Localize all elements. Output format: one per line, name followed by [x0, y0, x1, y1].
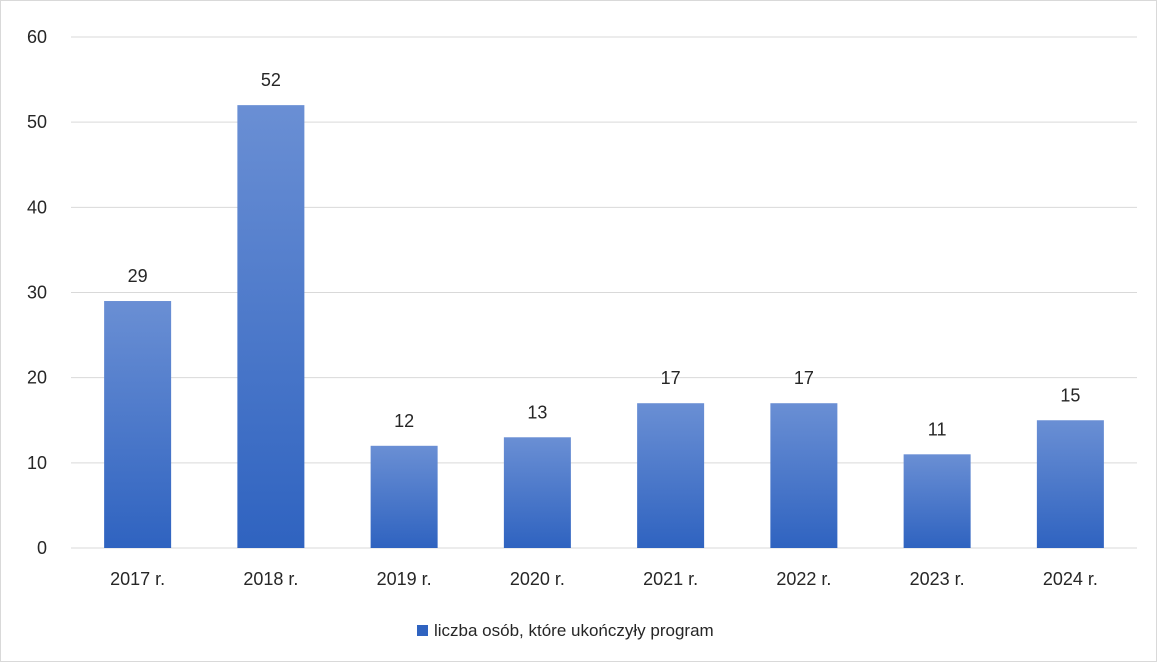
data-labels: 29 52 12 13 17 17 11 15 [128, 70, 1081, 439]
bar [770, 403, 838, 548]
x-tick-label: 2023 r. [910, 569, 965, 589]
y-tick-label: 60 [27, 27, 47, 47]
data-label: 17 [794, 368, 814, 388]
y-axis-ticks: 0 10 20 30 40 50 60 [27, 27, 47, 558]
bar [637, 403, 705, 548]
x-tick-label: 2021 r. [643, 569, 698, 589]
x-tick-label: 2018 r. [243, 569, 298, 589]
legend-swatch [417, 625, 428, 636]
legend-label: liczba osób, które ukończyły program [434, 621, 714, 640]
bar [104, 301, 172, 548]
data-label: 52 [261, 70, 281, 90]
bar [237, 105, 305, 548]
x-tick-label: 2022 r. [776, 569, 831, 589]
x-axis-ticks: 2017 r. 2018 r. 2019 r. 2020 r. 2021 r. 2022 … [110, 569, 1098, 589]
y-tick-label: 40 [27, 197, 47, 217]
data-label: 15 [1060, 385, 1080, 405]
data-label: 11 [928, 419, 947, 439]
data-label: 17 [661, 368, 681, 388]
gridlines [71, 36, 1137, 549]
x-tick-label: 2020 r. [510, 569, 565, 589]
x-tick-label: 2024 r. [1043, 569, 1098, 589]
bar [903, 454, 971, 548]
data-label: 29 [128, 266, 148, 286]
legend: liczba osób, które ukończyły program [417, 621, 714, 640]
bar [370, 445, 438, 548]
bar [503, 437, 571, 548]
bars [104, 105, 1104, 548]
bar [1036, 420, 1104, 548]
y-tick-label: 50 [27, 112, 47, 132]
x-tick-label: 2019 r. [377, 569, 432, 589]
data-label: 12 [394, 411, 414, 431]
y-tick-label: 30 [27, 283, 47, 303]
x-tick-label: 2017 r. [110, 569, 165, 589]
y-tick-label: 20 [27, 368, 47, 388]
data-label: 13 [527, 402, 547, 422]
y-tick-label: 0 [37, 538, 47, 558]
y-tick-label: 10 [27, 453, 47, 473]
